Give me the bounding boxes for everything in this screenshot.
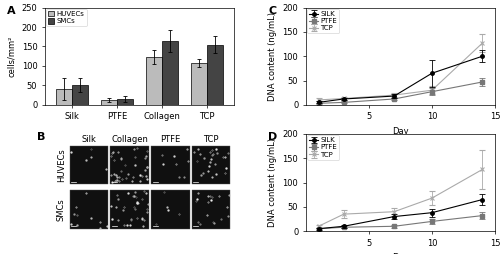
Text: TCP: TCP — [203, 135, 218, 144]
Bar — [102, 100, 117, 105]
X-axis label: Day: Day — [392, 253, 409, 254]
Text: SMCs: SMCs — [57, 198, 66, 221]
Legend: HUVECs, SMCs: HUVECs, SMCs — [46, 9, 87, 26]
Bar — [70, 190, 108, 229]
Text: Collagen: Collagen — [111, 135, 148, 144]
Bar — [162, 41, 178, 105]
Text: A: A — [7, 6, 16, 16]
Bar — [151, 190, 190, 229]
Bar — [207, 44, 223, 105]
Bar — [72, 85, 88, 105]
Y-axis label: cells/mm²: cells/mm² — [7, 36, 16, 77]
Bar — [110, 190, 149, 229]
Bar — [146, 57, 162, 105]
Text: B: B — [38, 132, 46, 142]
Bar — [192, 190, 230, 229]
Text: Silk: Silk — [82, 135, 96, 144]
Legend: SILK, PTFE, TCP: SILK, PTFE, TCP — [308, 135, 340, 160]
Bar — [151, 146, 190, 184]
Bar — [117, 99, 133, 105]
Y-axis label: DNA content (ng/mL): DNA content (ng/mL) — [268, 12, 277, 101]
X-axis label: Day: Day — [392, 127, 409, 136]
Text: PTFE: PTFE — [160, 135, 180, 144]
Bar — [56, 89, 72, 105]
Bar — [110, 146, 149, 184]
Text: HUVECs: HUVECs — [57, 148, 66, 182]
Bar — [192, 146, 230, 184]
Y-axis label: DNA content (ng/mL): DNA content (ng/mL) — [268, 138, 277, 227]
Text: D: D — [268, 132, 278, 142]
Text: C: C — [268, 6, 276, 16]
Legend: SILK, PTFE, TCP: SILK, PTFE, TCP — [308, 9, 340, 33]
Bar — [192, 63, 207, 105]
Bar — [70, 146, 108, 184]
